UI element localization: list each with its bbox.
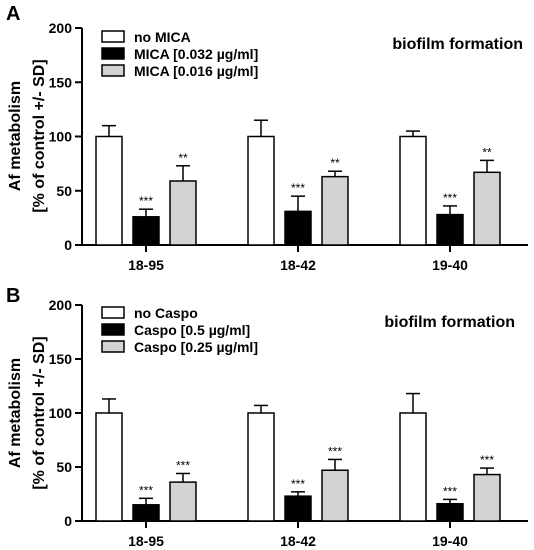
bar xyxy=(473,473,501,522)
x-tick-label: 18-42 xyxy=(280,533,316,549)
legend-label: Caspo [0.5 µg/ml] xyxy=(134,322,250,338)
panel-annotation: biofilm formation xyxy=(384,314,515,331)
bar xyxy=(321,469,349,522)
significance-label: *** xyxy=(328,444,342,458)
legend-swatch xyxy=(101,306,125,319)
significance-label: *** xyxy=(480,453,494,467)
legend-swatch xyxy=(101,30,125,43)
legend-swatch xyxy=(101,323,125,336)
x-tick-label: 19-40 xyxy=(432,533,468,549)
legend-label: MICA [0.016 µg/ml] xyxy=(134,63,258,79)
significance-label: ** xyxy=(178,151,188,165)
bar xyxy=(247,135,275,246)
chart-panel-b: B 0 50 100 150 200 Af metabolism [% of control … xyxy=(6,285,528,549)
bar xyxy=(132,216,160,246)
bar xyxy=(169,180,197,246)
bar xyxy=(473,171,501,246)
legend-label: no MICA xyxy=(134,29,191,45)
y-axis-title: Af metabolism xyxy=(7,358,24,468)
significance-label: *** xyxy=(443,484,457,498)
y-axis-title: [% of control +/- SD] xyxy=(31,59,48,212)
y-tick-label: 50 xyxy=(56,459,72,475)
bar xyxy=(284,495,312,522)
y-tick-label: 100 xyxy=(49,129,73,145)
bar xyxy=(436,502,464,522)
y-tick-label: 50 xyxy=(56,183,72,199)
y-axis-title: Af metabolism xyxy=(7,81,24,191)
bar xyxy=(399,135,427,246)
bar xyxy=(399,412,427,522)
bar xyxy=(95,412,123,522)
significance-label: *** xyxy=(291,477,305,491)
bar xyxy=(169,481,197,522)
x-tick-label: 18-42 xyxy=(280,257,316,273)
legend-label: MICA [0.032 µg/ml] xyxy=(134,46,258,62)
bar xyxy=(247,412,275,522)
panel-letter: A xyxy=(6,3,20,25)
y-tick-label: 0 xyxy=(64,513,72,529)
y-axis-title: [% of control +/- SD] xyxy=(31,336,48,489)
x-tick-label: 18-95 xyxy=(128,257,164,273)
y-tick-label: 100 xyxy=(49,405,73,421)
legend-swatch xyxy=(101,340,125,353)
significance-label: *** xyxy=(139,194,153,208)
legend-swatch xyxy=(101,64,125,77)
y-tick-label: 200 xyxy=(49,297,73,313)
legend-swatch xyxy=(101,47,125,60)
bar xyxy=(436,213,464,246)
y-tick-label: 150 xyxy=(49,351,73,367)
significance-label: ** xyxy=(330,156,340,170)
significance-label: *** xyxy=(443,191,457,205)
x-tick-label: 18-95 xyxy=(128,533,164,549)
significance-label: *** xyxy=(176,458,190,472)
bar xyxy=(321,175,349,246)
bar xyxy=(132,504,160,522)
legend-label: no Caspo xyxy=(134,305,198,321)
significance-label: *** xyxy=(139,483,153,497)
y-tick-label: 150 xyxy=(49,74,73,90)
legend-label: Caspo [0.25 µg/ml] xyxy=(134,339,258,355)
panel-letter: B xyxy=(6,285,20,307)
y-tick-label: 200 xyxy=(49,20,73,36)
significance-label: ** xyxy=(482,145,492,159)
panel-annotation: biofilm formation xyxy=(392,36,523,53)
y-tick-label: 0 xyxy=(64,237,72,253)
chart-panel-a: A 0 50 100 150 200 Af metabolism [% of control … xyxy=(6,3,528,273)
x-tick-label: 19-40 xyxy=(432,257,468,273)
significance-label: *** xyxy=(291,181,305,195)
bar xyxy=(284,210,312,246)
bar xyxy=(95,135,123,246)
